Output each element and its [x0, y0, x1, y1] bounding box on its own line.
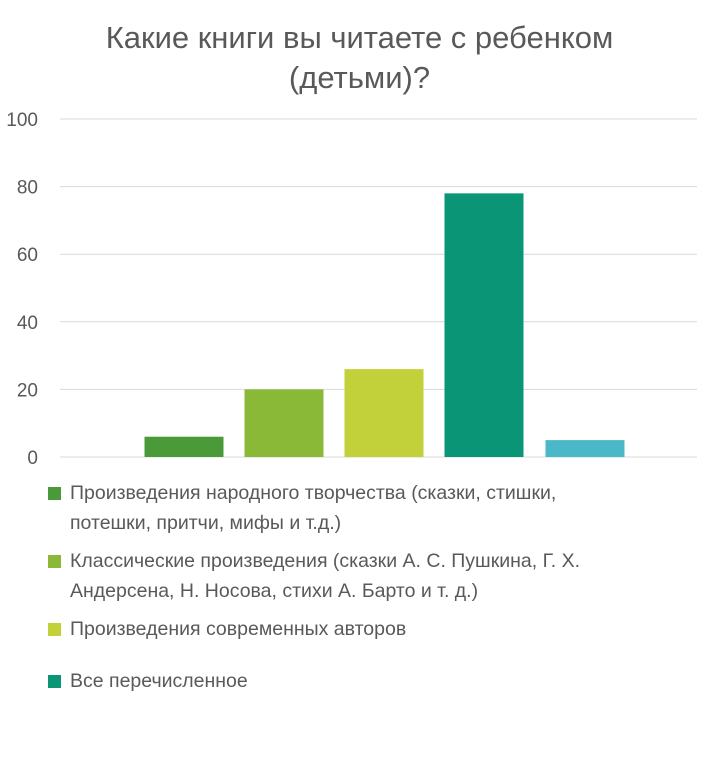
bar-chart: 0 20 40 60 80 100	[6, 110, 697, 469]
y-tick-label: 60	[17, 245, 38, 266]
y-tick-label: 20	[17, 380, 38, 401]
chart-title-line-1: Какие книги вы читаете с ребенком	[105, 20, 614, 55]
legend-label: Произведения современных авторов	[70, 618, 407, 640]
bar	[444, 193, 524, 458]
chart-title: Какие книги вы читаете с ребенком (детьм…	[0, 18, 719, 98]
bar	[545, 440, 625, 457]
legend-item: Произведения народного творчества (сказк…	[48, 478, 708, 538]
legend-item: Произведения современных авторов	[48, 614, 708, 644]
bar	[344, 369, 424, 457]
bar	[244, 389, 324, 457]
legend-swatch	[48, 675, 61, 688]
legend-swatch	[48, 487, 61, 500]
legend-swatch	[48, 555, 61, 568]
chart-title-line-2: (детьми)?	[288, 60, 431, 95]
y-tick-label: 100	[6, 110, 38, 131]
legend-label: Классические произведения (сказки А. С. …	[70, 550, 581, 572]
legend-label: Андерсена, Н. Носова, стихи А. Барто и т…	[70, 580, 479, 602]
legend-label: Все перечисленное	[70, 670, 248, 692]
legend-swatch	[48, 623, 61, 636]
legend-item: Классические произведения (сказки А. С. …	[48, 546, 708, 606]
y-tick-label: 0	[27, 448, 38, 469]
y-tick-label: 40	[17, 313, 38, 334]
bar	[144, 436, 224, 457]
legend-label: Произведения народного творчества (сказк…	[70, 482, 557, 504]
legend-item: Все перечисленное	[48, 666, 708, 696]
y-tick-label: 80	[17, 178, 38, 199]
legend-label: потешки, притчи, мифы и т.д.)	[70, 512, 342, 534]
chart-legend: Произведения народного творчества (сказк…	[48, 478, 708, 704]
